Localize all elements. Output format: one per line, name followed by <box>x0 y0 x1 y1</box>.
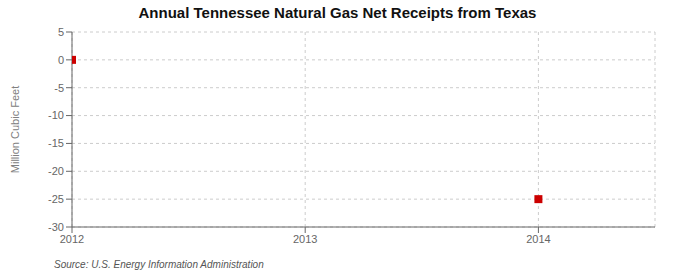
svg-text:-10: -10 <box>48 109 64 121</box>
svg-text:-15: -15 <box>48 137 64 149</box>
svg-text:Million Cubic Feet: Million Cubic Feet <box>9 86 21 173</box>
svg-text:2014: 2014 <box>526 233 550 245</box>
svg-text:2013: 2013 <box>293 233 317 245</box>
svg-text:0: 0 <box>58 54 64 66</box>
svg-text:-20: -20 <box>48 165 64 177</box>
html-text:Source: U.S. Energy Informatio: Source: U.S. Energy Information Administ… <box>54 259 264 270</box>
svg-text:-25: -25 <box>48 193 64 205</box>
svg-text:-30: -30 <box>48 221 64 233</box>
svg-text:5: 5 <box>58 26 64 38</box>
svg-text:2012: 2012 <box>60 233 84 245</box>
html-text:Annual Tennessee Natural Gas N: Annual Tennessee Natural Gas Net Receipt… <box>138 4 537 21</box>
svg-text:-5: -5 <box>54 82 64 94</box>
